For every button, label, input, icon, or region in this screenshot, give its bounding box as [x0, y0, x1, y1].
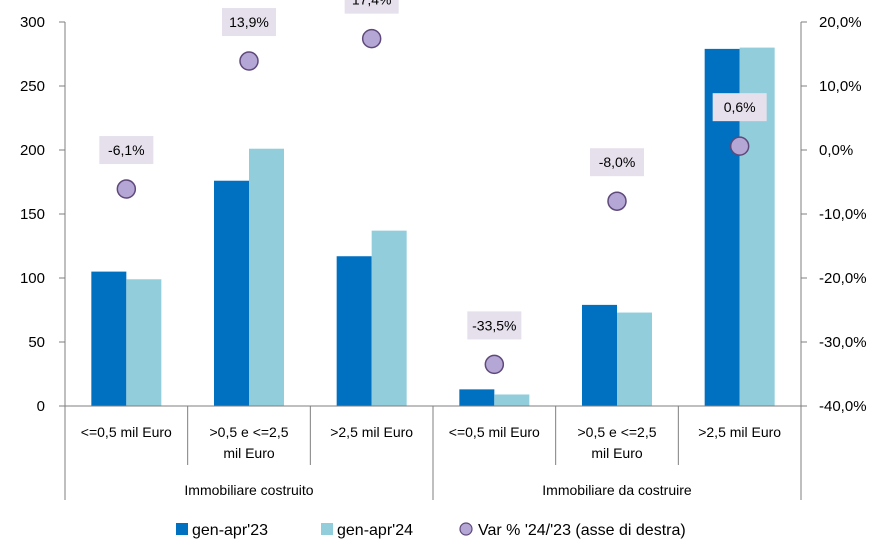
bar-s1-c2: [371, 230, 407, 406]
var-marker: [239, 51, 259, 71]
y-left-tick-label: 250: [20, 78, 45, 95]
category-label: mil Euro: [591, 445, 643, 461]
bar-s0-c0: [91, 271, 127, 406]
bar-s1-c4: [617, 312, 652, 406]
legend-label: Var % '24/'23 (asse di destra): [478, 522, 686, 539]
var-marker: [116, 179, 137, 199]
var-marker: [361, 28, 382, 49]
bar-s0-c3: [459, 389, 495, 406]
group-label: Immobiliare da costruire: [542, 482, 692, 498]
bar-s1-c1: [249, 148, 284, 406]
var-label: 13,9%: [229, 14, 269, 30]
bars: [91, 47, 775, 406]
axes: 0 50 100 150 200 250 300 -40,0% -30,0% -20,0% -10,…: [20, 14, 867, 500]
y-right-tick-label: -20,0%: [819, 270, 867, 287]
category-label: >0,5 e <=2,5: [577, 424, 656, 440]
var-marker: [729, 136, 750, 156]
var-label-box: [712, 93, 767, 122]
bar-s0-c1: [214, 180, 249, 406]
category-label: mil Euro: [223, 445, 275, 461]
legend-label: gen-apr'23: [192, 522, 268, 539]
y-left-tick-label: 0: [37, 398, 45, 415]
var-marker: [484, 354, 505, 375]
var-label: 17,4%: [352, 0, 392, 8]
bar-s0-c4: [582, 304, 617, 406]
bar-s1-c3: [494, 394, 530, 406]
var-label-box: [99, 136, 154, 165]
y-right-tick-label: -40,0%: [819, 398, 867, 415]
var-label: -6,1%: [108, 142, 145, 158]
bar-s0-c2: [336, 256, 372, 406]
var-label: 0,6%: [724, 99, 756, 115]
category-label: >2,5 mil Euro: [698, 424, 781, 440]
bar-s1-c0: [126, 279, 162, 406]
var-marker: [607, 191, 627, 211]
y-left-tick-label: 150: [20, 206, 45, 223]
group-label: Immobiliare costruito: [184, 482, 313, 498]
markers: -6,1% 13,9% 17,4% -33,5% -8,0% 0,6%: [99, 0, 767, 375]
y-right-tick-label: -10,0%: [819, 206, 867, 223]
y-right-tick-label: 0,0%: [819, 142, 853, 159]
var-label: -33,5%: [472, 317, 516, 333]
y-left-tick-label: 300: [20, 14, 45, 31]
var-label-box: [590, 148, 644, 177]
legend-swatch: [176, 523, 188, 535]
y-right-tick-label: 10,0%: [819, 78, 862, 95]
y-right-tick-label: -30,0%: [819, 334, 867, 351]
var-label-box: [467, 311, 522, 340]
y-right-tick-label: 20,0%: [819, 14, 862, 31]
category-label: >2,5 mil Euro: [330, 424, 413, 440]
legend: gen-apr'23 gen-apr'24 Var % '24/'23 (asse …: [176, 522, 686, 539]
category-label: <=0,5 mil Euro: [81, 424, 172, 440]
var-label: -8,0%: [599, 154, 636, 170]
y-left-tick-label: 50: [28, 334, 45, 351]
category-label: >0,5 e <=2,5: [209, 424, 288, 440]
y-left-tick-label: 200: [20, 142, 45, 159]
var-label-box: [222, 8, 276, 37]
var-label-box: [344, 0, 399, 14]
legend-swatch: [321, 523, 333, 535]
legend-marker: [459, 522, 473, 536]
y-left-tick-label: 100: [20, 270, 45, 287]
category-label: <=0,5 mil Euro: [449, 424, 540, 440]
legend-label: gen-apr'24: [337, 522, 413, 539]
